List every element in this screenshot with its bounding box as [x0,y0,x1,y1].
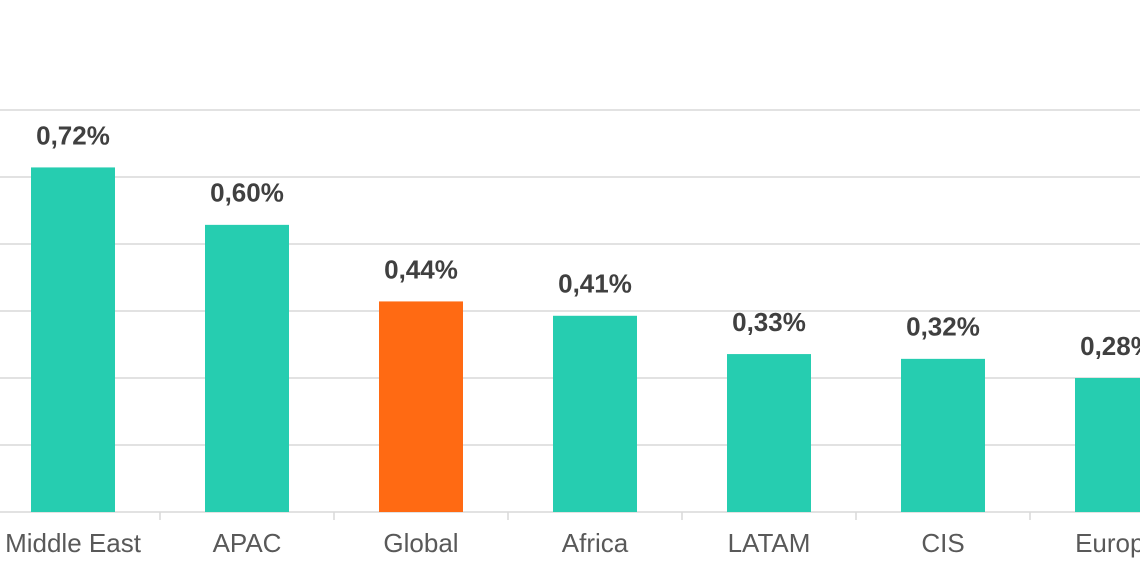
value-label: 0,28% [1080,331,1140,361]
x-tick-label: Africa [562,528,629,558]
value-label: 0,41% [558,269,632,299]
x-tick-label: Middle East [5,528,142,558]
x-tick-label: CIS [921,528,964,558]
bar [31,167,115,512]
bar [901,358,985,512]
bar [1075,378,1140,512]
value-label: 0,33% [732,307,806,337]
x-tick-label: Global [383,528,458,558]
bar [727,354,811,512]
x-tick-label: LATAM [728,528,811,558]
bar [379,301,463,512]
x-tick-label: APAC [213,528,282,558]
bar [553,315,637,512]
value-label: 0,44% [384,254,458,284]
value-label: 0,32% [906,312,980,342]
x-tick-label: Europe [1075,528,1140,558]
value-label: 0,60% [210,178,284,208]
bar [205,224,289,512]
value-label: 0,72% [36,120,110,150]
